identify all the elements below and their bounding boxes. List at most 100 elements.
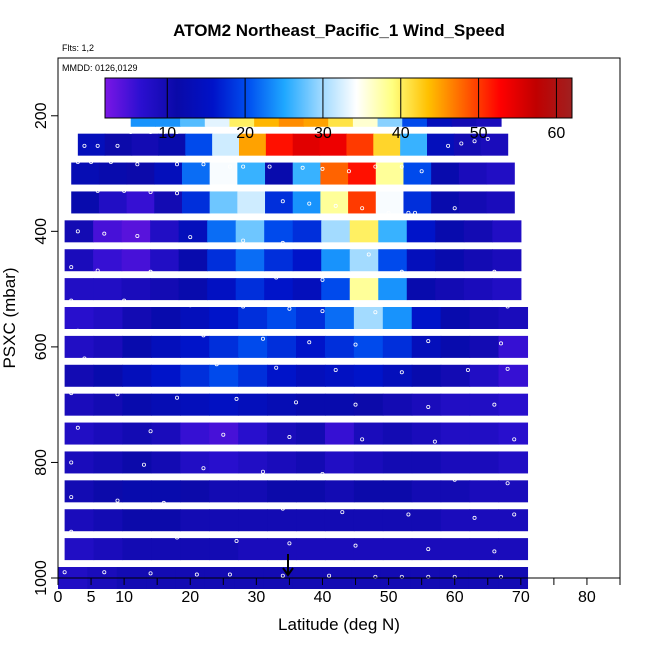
heatmap-cells [58, 104, 529, 589]
colorbar-tick-label: 60 [548, 125, 566, 142]
sample-point [188, 235, 193, 240]
sample-point [280, 506, 285, 511]
heatmap-cell [440, 393, 471, 416]
heatmap-cell [180, 335, 210, 358]
heatmap-cell [406, 249, 436, 272]
heatmap-cell [411, 393, 442, 416]
heatmap-cell [406, 278, 436, 301]
heatmap-cell [122, 393, 152, 416]
heatmap-cell [440, 538, 471, 561]
heatmap-cell [469, 509, 500, 532]
heatmap-cell [320, 191, 349, 214]
heatmap-cell [64, 509, 95, 532]
heatmap-cell [151, 538, 181, 561]
sample-point [69, 529, 74, 534]
sample-point [69, 495, 74, 500]
sample-point [69, 391, 74, 396]
sample-point [175, 191, 180, 196]
heatmap-cell [235, 249, 265, 272]
heatmap-cell [267, 480, 297, 503]
heatmap-cell [238, 480, 268, 503]
sample-point [360, 437, 365, 442]
sample-point [102, 231, 107, 236]
x-axis-tick-label: 10 [115, 589, 133, 606]
sample-point [102, 570, 107, 575]
sample-point [327, 573, 332, 578]
sample-point [373, 310, 378, 315]
heatmap-cell [492, 249, 522, 272]
heatmap-cell [209, 538, 239, 561]
heatmap-cell [324, 422, 355, 445]
sample-point [366, 252, 371, 257]
y-axis-tick-label: 600 [33, 333, 50, 360]
heatmap-cell [238, 364, 268, 387]
sample-point [320, 471, 325, 476]
sample-point [62, 570, 67, 575]
heatmap-cell [411, 335, 442, 358]
heatmap-cell [93, 422, 124, 445]
heatmap-cell [71, 191, 100, 214]
heatmap-cell [267, 538, 297, 561]
sample-point [122, 188, 127, 193]
heatmap-cell [207, 220, 237, 243]
sample-point [399, 269, 404, 274]
heatmap-cell [151, 480, 181, 503]
sample-point [75, 425, 80, 430]
heatmap-cell [150, 220, 180, 243]
heatmap-cell [265, 133, 294, 156]
heatmap-cell [292, 249, 322, 272]
y-axis-tick-label: 1000 [33, 560, 50, 596]
heatmap-cell [324, 480, 355, 503]
heatmap-cell [498, 393, 529, 416]
heatmap-cell [238, 451, 268, 474]
sample-point [512, 437, 517, 442]
heatmap-cell [238, 538, 268, 561]
sample-point [320, 166, 325, 171]
sample-point [492, 269, 497, 274]
heatmap-cell [209, 451, 239, 474]
heatmap-cell [480, 133, 509, 156]
sample-point [128, 129, 133, 134]
sample-point [333, 367, 338, 372]
sample-point [426, 547, 431, 552]
sample-point [214, 362, 219, 367]
sample-point [360, 206, 365, 211]
heatmap-cell [435, 249, 465, 272]
sample-point [505, 304, 510, 309]
sample-point [426, 339, 431, 344]
heatmap-cell [267, 335, 297, 358]
heatmap-cell [498, 307, 529, 329]
heatmap-cell [373, 133, 401, 156]
sample-point [95, 188, 100, 193]
sample-point [201, 466, 206, 471]
sample-point [300, 165, 305, 170]
heatmap-cell [151, 451, 181, 474]
sample-point [353, 543, 358, 548]
heatmap-cell [320, 162, 349, 185]
heatmap-cell [98, 191, 128, 214]
sample-point [135, 162, 140, 167]
sample-point [413, 210, 418, 215]
heatmap-cell [64, 393, 95, 416]
heatmap-cell [353, 509, 384, 532]
sample-point [148, 571, 153, 576]
heatmap-cell [178, 278, 208, 301]
heatmap-cell [296, 393, 326, 416]
sample-point [201, 162, 206, 167]
sample-point [505, 366, 510, 371]
heatmap-cell [151, 422, 181, 445]
heatmap-cell [353, 364, 384, 387]
sample-point [122, 298, 127, 303]
heatmap-cell [348, 162, 377, 185]
heatmap-cell [93, 480, 124, 503]
heatmap-cell [93, 509, 124, 532]
heatmap-cell [427, 133, 455, 156]
heatmap-cell [238, 335, 268, 358]
y-axis-tick-label: 400 [33, 218, 50, 245]
sample-point [95, 143, 100, 148]
heatmap-cell [346, 133, 374, 156]
heatmap-cell [93, 393, 124, 416]
sample-point [148, 269, 153, 274]
heatmap-cell [353, 422, 384, 445]
